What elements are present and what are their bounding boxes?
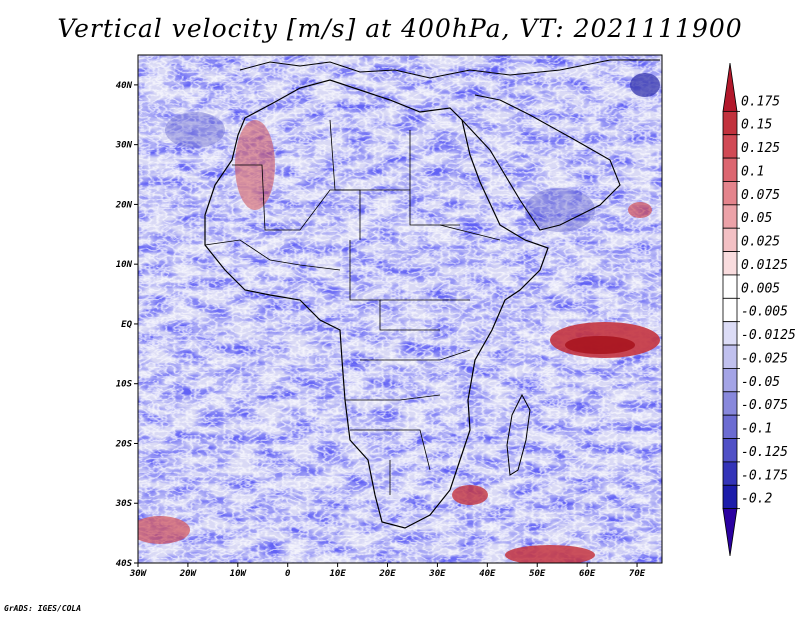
x-tick-label: 70E <box>629 569 646 579</box>
colorbar-bottom-arrow <box>722 508 738 557</box>
colorbar-segment <box>722 251 738 276</box>
colorbar-label: -0.0125 <box>741 328 796 343</box>
colorbar-label: 0.1 <box>741 164 764 179</box>
latitude-axis: 40N 30N 20N 10N EQ 10S 20S 30S 40S <box>115 81 138 569</box>
africa-coastline <box>204 79 549 529</box>
colorbar-segment <box>722 274 738 299</box>
colorbar-segment <box>722 134 738 159</box>
x-tick-label: 30W <box>129 569 148 579</box>
colorbar-segment <box>722 484 738 510</box>
colorbar-label: -0.1 <box>741 422 772 437</box>
x-tick-label: 20W <box>179 569 198 579</box>
colorbar-segment <box>722 181 738 206</box>
x-tick-label: 10W <box>230 569 248 579</box>
colorbar-label: -0.005 <box>741 305 788 320</box>
colorbar-segment <box>722 344 738 369</box>
colorbar-label: -0.075 <box>741 398 788 413</box>
x-tick-label: 0 <box>285 569 291 579</box>
colorbar-label: -0.175 <box>741 468 788 483</box>
colorbar-segment <box>722 414 738 439</box>
colorbar-segment <box>722 297 738 323</box>
y-tick-label: 20N <box>115 200 133 210</box>
y-tick-label: EQ <box>121 320 132 330</box>
colorbar-label: 0.125 <box>741 141 780 156</box>
x-tick-label: 50E <box>529 569 546 579</box>
colorbar-label: 0.175 <box>741 94 780 109</box>
colorbar-segment <box>722 204 738 229</box>
x-tick-label: 60E <box>579 569 596 579</box>
map-title: Vertical velocity [m/s] at 400hPa, VT: 2… <box>57 14 743 43</box>
madagascar-coastline <box>506 393 531 476</box>
colorbar-segment <box>722 368 738 393</box>
y-tick-label: 40S <box>116 559 133 569</box>
plot-frame <box>137 54 663 564</box>
colorbar-segment <box>722 391 738 416</box>
colorbar-label: 0.025 <box>741 235 780 250</box>
colorbar-top-arrow <box>722 62 738 112</box>
colorbar-segment <box>722 461 738 486</box>
x-tick-label: 10E <box>329 569 346 579</box>
x-tick-label: 20E <box>378 569 396 579</box>
y-tick-label: 40N <box>116 81 133 91</box>
y-tick-label: 30N <box>115 141 133 151</box>
grads-credit: GrADS: IGES/COLA <box>4 604 82 613</box>
arabian-peninsula-coastline <box>461 94 621 231</box>
y-tick-label: 10N <box>116 260 133 270</box>
colorbar-segment <box>722 110 738 136</box>
colorbar-segment <box>722 321 738 346</box>
y-tick-label: 10S <box>116 380 133 390</box>
colorbar-label: 0.15 <box>741 118 772 133</box>
colorbar-label: -0.2 <box>741 492 772 507</box>
longitude-axis: 30W 20W 10W 0 10E 20E 30E 40E 50E 60E 70E <box>129 563 646 579</box>
colorbar-label: 0.075 <box>741 188 780 203</box>
y-tick-label: 20S <box>115 439 133 449</box>
colorbar-label: 0.0125 <box>741 258 788 273</box>
colorbar-segment <box>722 227 738 252</box>
colorbar-segment <box>722 157 738 182</box>
europe-coastline <box>239 59 660 79</box>
velocity-field <box>138 55 662 563</box>
colorbar-label: 0.05 <box>741 211 772 226</box>
colorbar-label: -0.05 <box>741 375 780 390</box>
colorbar-label: 0.005 <box>741 281 780 296</box>
y-tick-label: 30S <box>115 499 133 509</box>
colorbar-label: -0.025 <box>741 351 788 366</box>
colorbar-label: -0.125 <box>741 445 788 460</box>
colorbar: 0.175 0.15 0.125 0.1 0.075 0.05 0.025 0.0125 0.0… <box>722 62 796 557</box>
colorbar-segment <box>722 438 738 463</box>
country-borders <box>204 119 501 495</box>
x-tick-label: 30E <box>428 569 446 579</box>
x-tick-label: 40E <box>479 569 496 579</box>
